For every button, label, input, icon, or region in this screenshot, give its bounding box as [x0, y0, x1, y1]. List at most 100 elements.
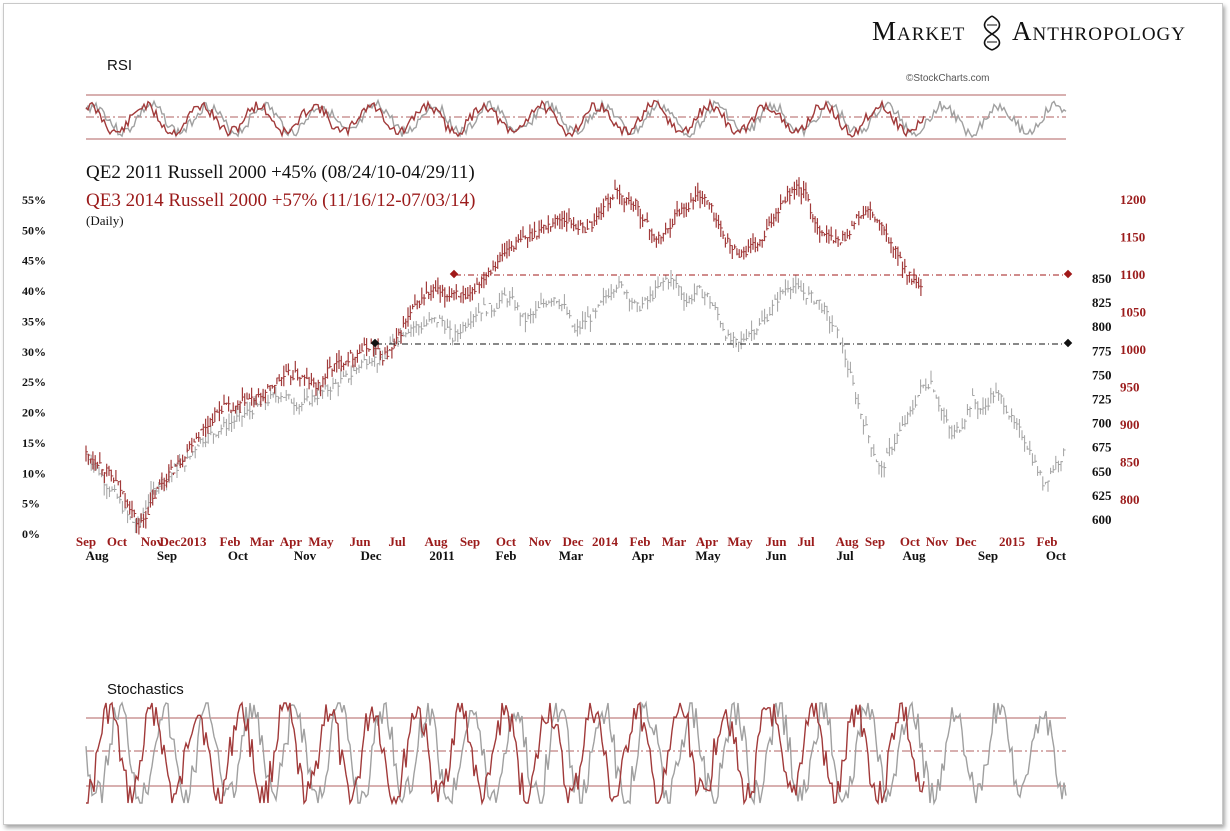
brand-market: Market [872, 16, 965, 46]
left-tick-label: 55% [22, 193, 46, 207]
x-tick-top: Mar [662, 534, 687, 549]
x-tick-bottom: May [695, 548, 721, 563]
title-qe3: QE3 2014 Russell 2000 +57% (11/16/12-07/… [86, 190, 475, 211]
qe3-ref-marker-right [1063, 269, 1073, 279]
x-tick-bottom: Oct [1046, 548, 1067, 563]
left-tick-label: 5% [22, 497, 40, 511]
qe2-axis-label: 825 [1092, 295, 1112, 310]
x-tick-top: Apr [696, 534, 719, 549]
x-tick-top: Aug [835, 534, 859, 549]
rsi-title: RSI [107, 57, 132, 74]
right-axis: 850 825 800 775 750 725 700 675 650 625 600 1200 115… [1092, 192, 1146, 527]
x-tick-top: Dec [956, 534, 977, 549]
x-tick-bottom: Dec [361, 548, 382, 563]
qe2-axis-label: 725 [1092, 392, 1112, 407]
x-tick-top: Apr [280, 534, 303, 549]
x-tick-top: Nov [529, 534, 552, 549]
left-tick-label: 10% [22, 466, 46, 480]
x-tick-bottom: Sep [157, 548, 177, 563]
qe2-ref-marker-left [370, 338, 380, 348]
x-tick-top: Dec2013 [160, 534, 207, 549]
stochastics-title: Stochastics [107, 681, 184, 698]
qe2-axis-label: 675 [1092, 440, 1112, 455]
left-axis: 55% 50% 45% 40% 35% 30% 25% 20% 15% 10% 5% 0% [22, 193, 46, 541]
title-qe2: QE2 2011 Russell 2000 +45% (08/24/10-04/… [86, 162, 475, 183]
x-tick-bottom: Apr [632, 548, 655, 563]
x-tick-top: May [308, 534, 334, 549]
x-tick-top: Oct [900, 534, 921, 549]
brand-anthropology: Anthropology [1012, 16, 1186, 46]
x-tick-top: Oct [496, 534, 517, 549]
qe2-axis-label: 850 [1092, 271, 1112, 286]
qe3-axis-label: 900 [1120, 417, 1140, 432]
x-tick-top: Jun [766, 534, 788, 549]
x-tick-top: Dec [563, 534, 584, 549]
x-tick-top: Sep [76, 534, 96, 549]
qe3-axis-label: 1200 [1120, 192, 1146, 207]
left-tick-label: 30% [22, 345, 46, 359]
left-tick-label: 20% [22, 406, 46, 420]
x-tick-bottom: Jun [766, 548, 788, 563]
x-tick-bottom: Oct [228, 548, 249, 563]
rsi-line-qe2 [85, 98, 1067, 139]
x-tick-top: Nov [141, 534, 164, 549]
qe3-axis-label: 800 [1120, 492, 1140, 507]
qe2-axis-label: 750 [1092, 367, 1112, 382]
left-tick-label: 50% [22, 223, 46, 237]
chart-frame [3, 3, 1223, 825]
stochastics-panel [85, 700, 1067, 806]
series-qe3 [85, 177, 923, 535]
rsi-panel [85, 94, 1067, 140]
x-tick-top: Nov [926, 534, 949, 549]
qe2-axis-label: 600 [1092, 512, 1112, 527]
stoch-line-qe2 [85, 700, 1067, 806]
dna-icon [983, 15, 1001, 51]
x-tick-bottom: Mar [559, 548, 584, 563]
qe2-axis-label: 700 [1092, 416, 1112, 431]
x-tick-top: Feb [220, 534, 241, 549]
subtitle: (Daily) [86, 213, 124, 228]
rsi-line-qe3 [85, 98, 925, 138]
x-tick-top: Feb [630, 534, 651, 549]
qe3-ref-marker-left [449, 269, 459, 279]
qe2-axis-label: 775 [1092, 343, 1112, 358]
x-tick-top: Sep [460, 534, 480, 549]
qe2-axis-label: 625 [1092, 488, 1112, 503]
left-tick-label: 15% [22, 436, 46, 450]
left-tick-label: 35% [22, 314, 46, 328]
x-tick-top: Oct [107, 534, 128, 549]
x-tick-top: Jun [350, 534, 372, 549]
qe2-axis-label: 800 [1092, 319, 1112, 334]
x-tick-bottom: Jul [836, 548, 854, 563]
left-tick-label: 0% [22, 527, 40, 541]
x-tick-top: May [727, 534, 753, 549]
x-tick-top: Mar [250, 534, 275, 549]
qe3-axis-label: 1050 [1120, 305, 1146, 320]
x-tick-bottom: Aug [902, 548, 926, 563]
qe2-axis-label: 650 [1092, 464, 1112, 479]
x-tick-bottom: Feb [496, 548, 517, 563]
x-tick-top: Aug [424, 534, 448, 549]
x-tick-top: 2014 [592, 534, 619, 549]
x-tick-top: Jul [797, 534, 815, 549]
qe3-axis-label: 950 [1120, 380, 1140, 395]
series-qe2 [85, 270, 1066, 534]
stoch-line-qe3 [86, 701, 925, 806]
main-plot [85, 177, 1073, 535]
left-tick-label: 40% [22, 284, 46, 298]
qe3-axis-label: 850 [1120, 455, 1140, 470]
left-tick-label: 45% [22, 254, 46, 268]
x-tick-top: Sep [865, 534, 885, 549]
x-tick-bottom: Sep [978, 548, 998, 563]
copyright-text: ©StockCharts.com [906, 73, 990, 84]
qe3-axis-label: 1100 [1120, 267, 1145, 282]
x-tick-top: 2015 [999, 534, 1026, 549]
qe3-axis-label: 1000 [1120, 342, 1146, 357]
x-tick-bottom: Nov [294, 548, 317, 563]
left-tick-label: 25% [22, 375, 46, 389]
qe2-ref-marker-right [1063, 338, 1073, 348]
x-tick-bottom: Aug [85, 548, 109, 563]
x-tick-top: Feb [1037, 534, 1058, 549]
